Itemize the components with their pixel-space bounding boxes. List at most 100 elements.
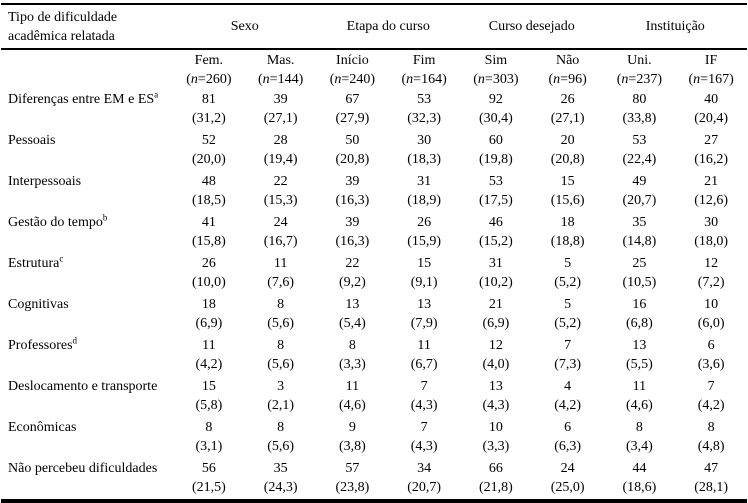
column-label: Fem. [194,53,224,68]
data-cell: 92 (30,4) [460,89,532,130]
data-cell: 24 (16,7) [245,212,317,253]
cell-count: 5 [564,297,572,312]
column-sample-size: (n=167) [688,72,734,87]
data-cell: 11 (4,6) [317,376,389,417]
cell-percent: (20,8) [335,152,370,167]
data-cell: 6 (6,3) [532,417,604,458]
column-header: Sim (n=303) [460,49,532,89]
cell-percent: (6,0) [697,316,725,331]
cell-percent: (15,8) [191,234,226,249]
cell-count: 48 [201,174,216,189]
data-cell: 11 (4,6) [604,376,676,417]
cell-count: 7 [420,379,428,394]
data-cell: 18 (6,9) [173,294,245,335]
column-label: IF [704,53,718,68]
cell-count: 12 [488,338,503,353]
data-cell: 25 (10,5) [604,253,676,294]
cell-percent: (4,8) [697,439,725,454]
footnote-marker: a [154,89,159,100]
cell-count: 8 [707,420,715,435]
cell-count: 34 [417,461,432,476]
column-sample-size: (n=96) [548,72,587,87]
column-sample-size: (n=164) [401,72,447,87]
cell-count: 20 [560,133,575,148]
cell-percent: (4,6) [625,398,653,413]
data-cell: 80 (33,8) [604,89,676,130]
cell-percent: (20,0) [191,152,226,167]
column-sample-size: (n=237) [616,72,662,87]
cell-count: 12 [704,256,719,271]
cell-count: 8 [277,420,285,435]
cell-percent: (4,2) [697,398,725,413]
column-label: Sim [484,53,508,68]
cell-count: 13 [632,338,647,353]
cell-percent: (15,3) [263,193,298,208]
cell-percent: (6,3) [554,439,582,454]
cell-percent: (18,3) [407,152,442,167]
cell-count: 57 [345,461,360,476]
data-cell: 7 (4,2) [675,376,747,417]
table-row: Não percebeu dificuldades 56 (21,5) 35 (24,3… [1,458,747,501]
data-cell: 7 (7,3) [532,335,604,376]
data-cell: 50 (20,8) [317,130,389,171]
cell-count: 13 [345,297,360,312]
data-cell: 41 (15,8) [173,212,245,253]
column-header: Início (n=240) [317,49,389,89]
cell-count: 9 [348,420,356,435]
column-header: Fim (n=164) [388,49,460,89]
footnote-marker: d [72,335,78,346]
footnote-marker: c [59,253,64,264]
cell-count: 44 [632,461,647,476]
cell-count: 22 [273,174,288,189]
cell-percent: (22,4) [622,152,657,167]
academic-difficulties-table: Tipo de dificuldade acadêmica relatada S… [1,3,747,503]
table-row: Cognitivas 18 (6,9) 8 (5,6) 13 (5,4) 13 (7,9) 21 (… [1,294,747,335]
row-label: Não percebeu dificuldades [8,461,158,476]
cell-count: 15 [417,256,432,271]
data-cell: 21 (6,9) [460,294,532,335]
cell-count: 31 [488,256,503,271]
cell-percent: (4,3) [482,398,510,413]
cell-percent: (10,5) [622,275,657,290]
data-cell: 13 (7,9) [388,294,460,335]
data-cell: 21 (12,6) [675,171,747,212]
column-header-row: Fem. (n=260) Mas. (n=144) Início (n=240) Fim (n… [1,49,747,89]
cell-percent: (9,1) [410,275,438,290]
data-cell: 49 (20,7) [604,171,676,212]
cell-count: 35 [273,461,288,476]
cell-count: 8 [277,338,285,353]
cell-percent: (15,9) [407,234,442,249]
cell-count: 67 [345,92,360,107]
cell-count: 46 [488,215,503,230]
cell-percent: (10,0) [191,275,226,290]
cell-count: 8 [635,420,643,435]
cell-percent: (5,6) [267,316,295,331]
data-cell: 8 (3,1) [173,417,245,458]
data-cell: 56 (21,5) [173,458,245,501]
data-cell: 30 (18,3) [388,130,460,171]
cell-count: 26 [417,215,432,230]
cell-percent: (5,6) [267,439,295,454]
cell-count: 26 [560,92,575,107]
row-label: Professoresd [8,335,78,353]
data-cell: 67 (27,9) [317,89,389,130]
cell-percent: (3,6) [697,357,725,372]
cell-count: 10 [704,297,719,312]
data-cell: 11 (4,2) [173,335,245,376]
column-label: Não [555,53,580,68]
data-cell: 35 (14,8) [604,212,676,253]
data-cell: 8 (5,6) [245,335,317,376]
cell-percent: (4,3) [410,439,438,454]
data-cell: 8 (5,6) [245,294,317,335]
row-label: Estruturac [8,253,64,271]
cell-percent: (19,4) [263,152,298,167]
cell-count: 39 [345,215,360,230]
data-cell: 30 (18,0) [675,212,747,253]
cell-percent: (20,7) [407,480,442,495]
cell-count: 66 [488,461,503,476]
table-header: Tipo de dificuldade acadêmica relatada S… [1,4,747,89]
cell-count: 5 [564,256,572,271]
data-cell: 8 (3,3) [317,335,389,376]
data-cell: 53 (17,5) [460,171,532,212]
cell-count: 35 [632,215,647,230]
